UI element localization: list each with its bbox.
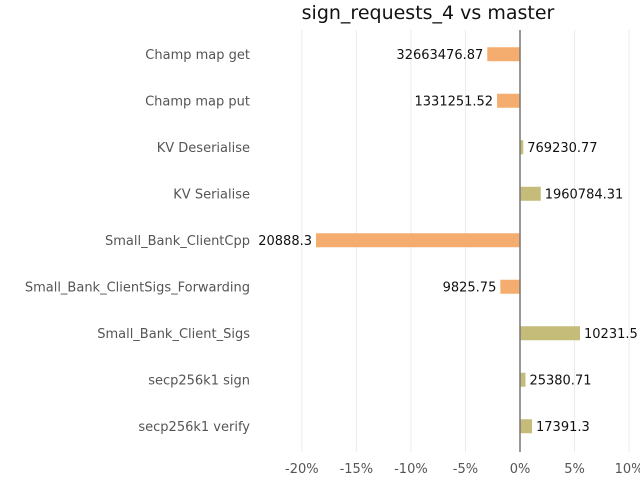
chart-title: sign_requests_4 vs master xyxy=(302,2,555,24)
category-label: KV Deserialise xyxy=(157,141,250,156)
bar xyxy=(316,233,520,248)
category-label: KV Serialise xyxy=(173,187,250,202)
bar-layer xyxy=(316,47,580,434)
bar xyxy=(520,326,580,341)
data-label: 20888.3 xyxy=(258,234,312,249)
x-tick-label: 10% xyxy=(615,462,640,477)
bar xyxy=(520,419,532,434)
bar xyxy=(520,140,524,155)
category-label: secp256k1 verify xyxy=(138,420,250,435)
data-label: 1331251.52 xyxy=(415,94,494,109)
bar xyxy=(520,186,541,201)
bar xyxy=(500,279,520,294)
data-label: 25380.71 xyxy=(529,373,591,388)
x-tick-label: -10% xyxy=(394,462,428,477)
category-label: Small_Bank_ClientSigs_Forwarding xyxy=(25,280,250,295)
category-label: Small_Bank_ClientCpp xyxy=(105,234,250,249)
label-layer: -20% -15% -10% -5% 0% 5% 10% Champ map get 32663… xyxy=(25,48,640,477)
data-label: 769230.77 xyxy=(527,141,597,156)
x-tick-label: 0% xyxy=(510,462,531,477)
category-label: Small_Bank_Client_Sigs xyxy=(97,327,250,342)
data-label: 1960784.31 xyxy=(545,187,624,202)
data-label: 17391.3 xyxy=(536,420,590,435)
x-tick-label: -5% xyxy=(453,462,478,477)
x-tick-label: -20% xyxy=(285,462,319,477)
category-label: Champ map get xyxy=(145,48,250,63)
x-tick-label: -15% xyxy=(340,462,374,477)
bar xyxy=(520,372,526,387)
bar xyxy=(487,47,520,62)
data-label: 9825.75 xyxy=(443,280,497,295)
data-label: 32663476.87 xyxy=(396,48,483,63)
data-label: 10231.5 xyxy=(584,327,638,342)
bar xyxy=(497,93,520,108)
category-label: Champ map put xyxy=(145,94,250,109)
category-label: secp256k1 sign xyxy=(148,373,250,388)
x-tick-label: 5% xyxy=(564,462,585,477)
